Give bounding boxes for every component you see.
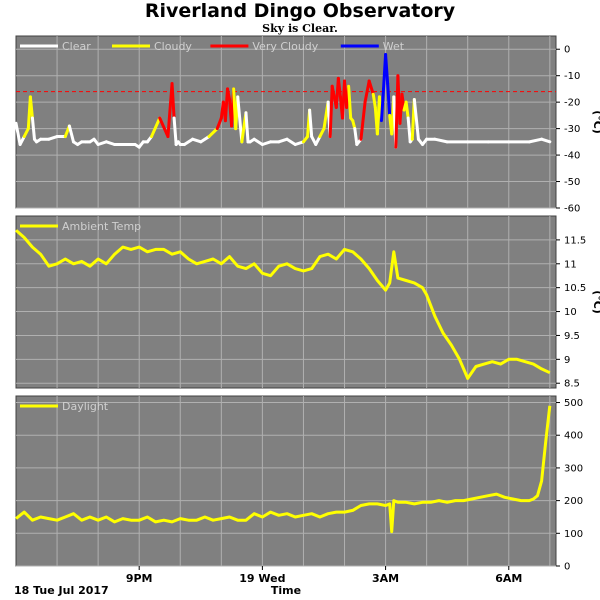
y-tick-label: 10.5 (564, 283, 586, 294)
sky-temp-line-segment (336, 76, 342, 99)
sky-temp-line-segment (67, 124, 75, 144)
time-axis: 9PM 19 Wed 3AM 6AM 18 Tue Jul 2017 Time (14, 566, 522, 597)
sky-temp-line-segment (170, 82, 176, 120)
sky-temp-line-segment (527, 137, 544, 144)
y-tick-label: 200 (564, 496, 583, 507)
y-tick-label: 300 (564, 463, 583, 474)
y-tick-label: -30 (564, 124, 580, 135)
legend-label: Very Cloudy (252, 40, 318, 53)
sky-temp-line-segment (359, 100, 367, 141)
sky-temp-line-segment (347, 84, 353, 120)
sky-temp-line-segment (172, 116, 178, 146)
sky-temp-line-segment (384, 53, 390, 86)
ambient-temperature-panel: 11.5 11 10.5 10 9.5 9 8.5 (°C) Ambient Temp (15, 215, 600, 390)
y-tick-label: -60 (564, 204, 580, 215)
sky-temp-line-segment (363, 79, 371, 104)
y-tick-label: 500 (564, 398, 583, 409)
sky-temp-line-segment (28, 95, 34, 120)
sky-temp-line-segment (433, 137, 449, 144)
legend-label: Clear (62, 40, 91, 53)
sky-temp-line-segment (182, 137, 195, 146)
y-tick-label: 0 (564, 562, 570, 573)
sky-temp-line-segment (225, 87, 232, 102)
chart-subtitle: Sky is Clear. (262, 22, 338, 35)
sky-temp-line-segment (404, 100, 410, 120)
daylight-panel: 500 400 300 200 100 0 Daylight (15, 395, 583, 573)
sky-temp-line-segment (199, 135, 211, 144)
chart-title: Riverland Dingo Observatory (144, 0, 456, 22)
sky-temp-line-segment (308, 108, 314, 139)
legend-label: Daylight (62, 400, 109, 413)
y-axis-label: (°C) (591, 290, 600, 314)
sky-temp-line-segment (236, 95, 244, 144)
ambient-series-line (15, 229, 551, 380)
y-tick-label: 11 (564, 259, 577, 270)
sky-temp-line-segment (412, 98, 420, 141)
sky-temp-line-segment (379, 87, 386, 123)
sky-temp-line-segment (406, 116, 412, 144)
legend-label: Wet (383, 40, 405, 53)
sky-temp-line-segment (158, 116, 170, 139)
daylight-series-line (15, 405, 552, 534)
plot-area (15, 395, 557, 567)
x-tick-label: 6AM (495, 572, 522, 585)
sky-temp-line-segment (328, 84, 334, 139)
y-tick-label: 400 (564, 431, 583, 442)
x-tick-label: 3AM (372, 572, 399, 585)
y-tick-label: -20 (564, 98, 580, 109)
sky-temp-line-segment (150, 116, 162, 139)
y-axis-label: (°C) (591, 110, 600, 134)
sky-temp-line-segment (371, 92, 377, 109)
sky-temp-line-segment (30, 116, 36, 141)
y-tick-label: 8.5 (564, 379, 580, 390)
sky-temp-line-segment (367, 79, 375, 96)
sky-temp-line-segment (386, 82, 392, 117)
legend-label: Ambient Temp (62, 220, 141, 233)
y-tick-label: -10 (564, 71, 580, 82)
y-tick-label: 11.5 (564, 235, 586, 246)
y-tick-label: 100 (564, 529, 583, 540)
sky-temp-line-segment (244, 111, 250, 144)
x-axis-label: Time (271, 584, 301, 597)
legend-label: Cloudy (154, 40, 192, 53)
y-tick-label: -40 (564, 151, 580, 162)
sky-temp-line-segment (285, 137, 297, 146)
sky-temperature-panel: 0 -10 -20 -30 -40 -50 -60 (°C) Clear Cloudy Very C… (14, 35, 600, 215)
plot-area (15, 215, 557, 389)
sky-temp-line-segment (252, 137, 264, 146)
x-tick-label: 19 Wed (239, 572, 285, 585)
sky-temp-line-segment (353, 127, 359, 146)
y-tick-label: 0 (564, 45, 570, 56)
y-tick-label: 9 (564, 355, 570, 366)
date-label: 18 Tue Jul 2017 (14, 584, 109, 597)
plot-area (15, 35, 557, 209)
sky-temp-line-segment (215, 116, 223, 131)
sky-temp-line-segment (207, 127, 219, 139)
sky-temp-line-segment (540, 137, 552, 144)
y-tick-label: 9.5 (564, 331, 580, 342)
x-tick-label: 9PM (126, 572, 153, 585)
y-tick-label: 10 (564, 307, 577, 318)
sky-temp-line-segment (14, 121, 22, 146)
y-tick-label: -50 (564, 177, 580, 188)
